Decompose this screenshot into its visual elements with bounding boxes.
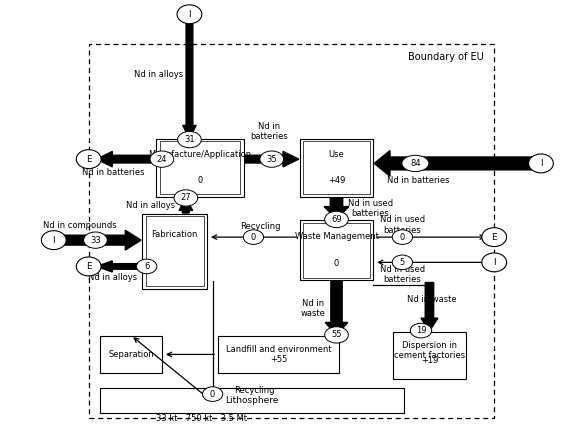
Ellipse shape xyxy=(402,155,429,172)
Bar xyxy=(300,220,373,280)
Ellipse shape xyxy=(243,230,264,245)
Circle shape xyxy=(482,228,507,247)
Polygon shape xyxy=(421,283,438,331)
Ellipse shape xyxy=(203,387,223,401)
Text: 33 kt - 750 kt - 3.5 Mt: 33 kt - 750 kt - 3.5 Mt xyxy=(156,414,247,423)
Bar xyxy=(160,141,240,194)
Text: Waste Management: Waste Management xyxy=(294,232,379,241)
Text: Nd in
waste: Nd in waste xyxy=(301,299,325,318)
Bar xyxy=(100,388,404,413)
Text: Fabrication: Fabrication xyxy=(151,230,198,238)
Text: Nd in batteries: Nd in batteries xyxy=(387,176,449,185)
Text: 69: 69 xyxy=(331,215,342,224)
Text: Nd in waste: Nd in waste xyxy=(408,295,457,304)
Bar xyxy=(300,139,373,197)
Text: 31: 31 xyxy=(184,135,195,144)
Bar xyxy=(89,44,494,418)
Text: Nd in compounds: Nd in compounds xyxy=(44,222,117,231)
Text: 84: 84 xyxy=(410,159,421,168)
Text: Use: Use xyxy=(329,150,344,159)
Text: I: I xyxy=(539,159,542,168)
Text: 24: 24 xyxy=(157,155,167,164)
Circle shape xyxy=(482,253,507,272)
Text: Boundary of EU: Boundary of EU xyxy=(409,52,484,62)
Text: 55: 55 xyxy=(331,330,342,340)
Polygon shape xyxy=(60,230,141,250)
Bar xyxy=(156,139,243,197)
Polygon shape xyxy=(324,197,349,219)
Ellipse shape xyxy=(150,151,174,167)
Text: +19: +19 xyxy=(421,356,438,365)
Text: 33: 33 xyxy=(90,235,101,245)
Ellipse shape xyxy=(392,255,413,270)
Ellipse shape xyxy=(260,151,284,167)
Text: Dispersion in
cement factories: Dispersion in cement factories xyxy=(394,341,465,360)
Bar xyxy=(303,141,370,194)
Text: Nd in alloys: Nd in alloys xyxy=(88,273,138,282)
Text: 27: 27 xyxy=(181,194,191,203)
Bar xyxy=(145,216,204,286)
Ellipse shape xyxy=(410,323,432,338)
Ellipse shape xyxy=(392,230,413,245)
Polygon shape xyxy=(179,197,192,213)
Text: Nd in alloys: Nd in alloys xyxy=(134,70,183,79)
Text: Recycling: Recycling xyxy=(240,222,280,231)
Ellipse shape xyxy=(178,131,201,148)
Ellipse shape xyxy=(325,211,348,228)
Text: 19: 19 xyxy=(416,326,426,335)
Polygon shape xyxy=(97,261,140,272)
Text: 35: 35 xyxy=(267,155,277,164)
Text: E: E xyxy=(86,262,92,271)
Text: 0: 0 xyxy=(198,176,203,185)
Text: E: E xyxy=(86,155,92,164)
Text: Recycling: Recycling xyxy=(234,386,275,395)
Text: 0: 0 xyxy=(210,390,215,399)
Text: Manufacture/Application: Manufacture/Application xyxy=(148,150,251,159)
Circle shape xyxy=(76,149,101,168)
Bar xyxy=(218,336,340,373)
Bar xyxy=(303,223,370,278)
Ellipse shape xyxy=(325,327,348,343)
Text: Landfill and environment: Landfill and environment xyxy=(226,345,332,354)
Bar xyxy=(393,332,466,379)
Circle shape xyxy=(76,257,101,276)
Ellipse shape xyxy=(174,190,198,206)
Circle shape xyxy=(529,154,554,173)
Circle shape xyxy=(177,5,202,24)
Text: 5: 5 xyxy=(400,258,405,267)
Polygon shape xyxy=(97,151,155,167)
Text: I: I xyxy=(188,10,191,19)
Text: 6: 6 xyxy=(144,262,149,271)
Text: +49: +49 xyxy=(328,176,345,185)
Text: Nd in used
batteries: Nd in used batteries xyxy=(380,216,425,235)
Text: E: E xyxy=(491,232,497,241)
Bar xyxy=(100,336,162,373)
Polygon shape xyxy=(325,281,348,335)
Text: +55: +55 xyxy=(270,355,288,364)
Text: I: I xyxy=(53,235,55,245)
Ellipse shape xyxy=(84,232,108,248)
Bar xyxy=(142,214,207,289)
Polygon shape xyxy=(374,150,534,176)
Text: Nd in
batteries: Nd in batteries xyxy=(250,121,288,141)
Circle shape xyxy=(41,231,66,250)
Text: I: I xyxy=(493,258,495,267)
Text: Separation: Separation xyxy=(108,350,154,359)
Text: 0: 0 xyxy=(251,232,256,241)
Polygon shape xyxy=(183,24,196,138)
Text: Nd in alloys: Nd in alloys xyxy=(126,201,175,210)
Text: Nd in used
batteries: Nd in used batteries xyxy=(348,199,393,218)
Text: Nd in used
batteries: Nd in used batteries xyxy=(380,265,425,284)
Text: 0: 0 xyxy=(334,259,339,268)
Text: 0: 0 xyxy=(400,232,405,241)
Ellipse shape xyxy=(136,259,157,274)
Text: Nd in batteries: Nd in batteries xyxy=(82,168,144,177)
Polygon shape xyxy=(245,151,299,167)
Text: Lithosphere: Lithosphere xyxy=(225,396,278,405)
